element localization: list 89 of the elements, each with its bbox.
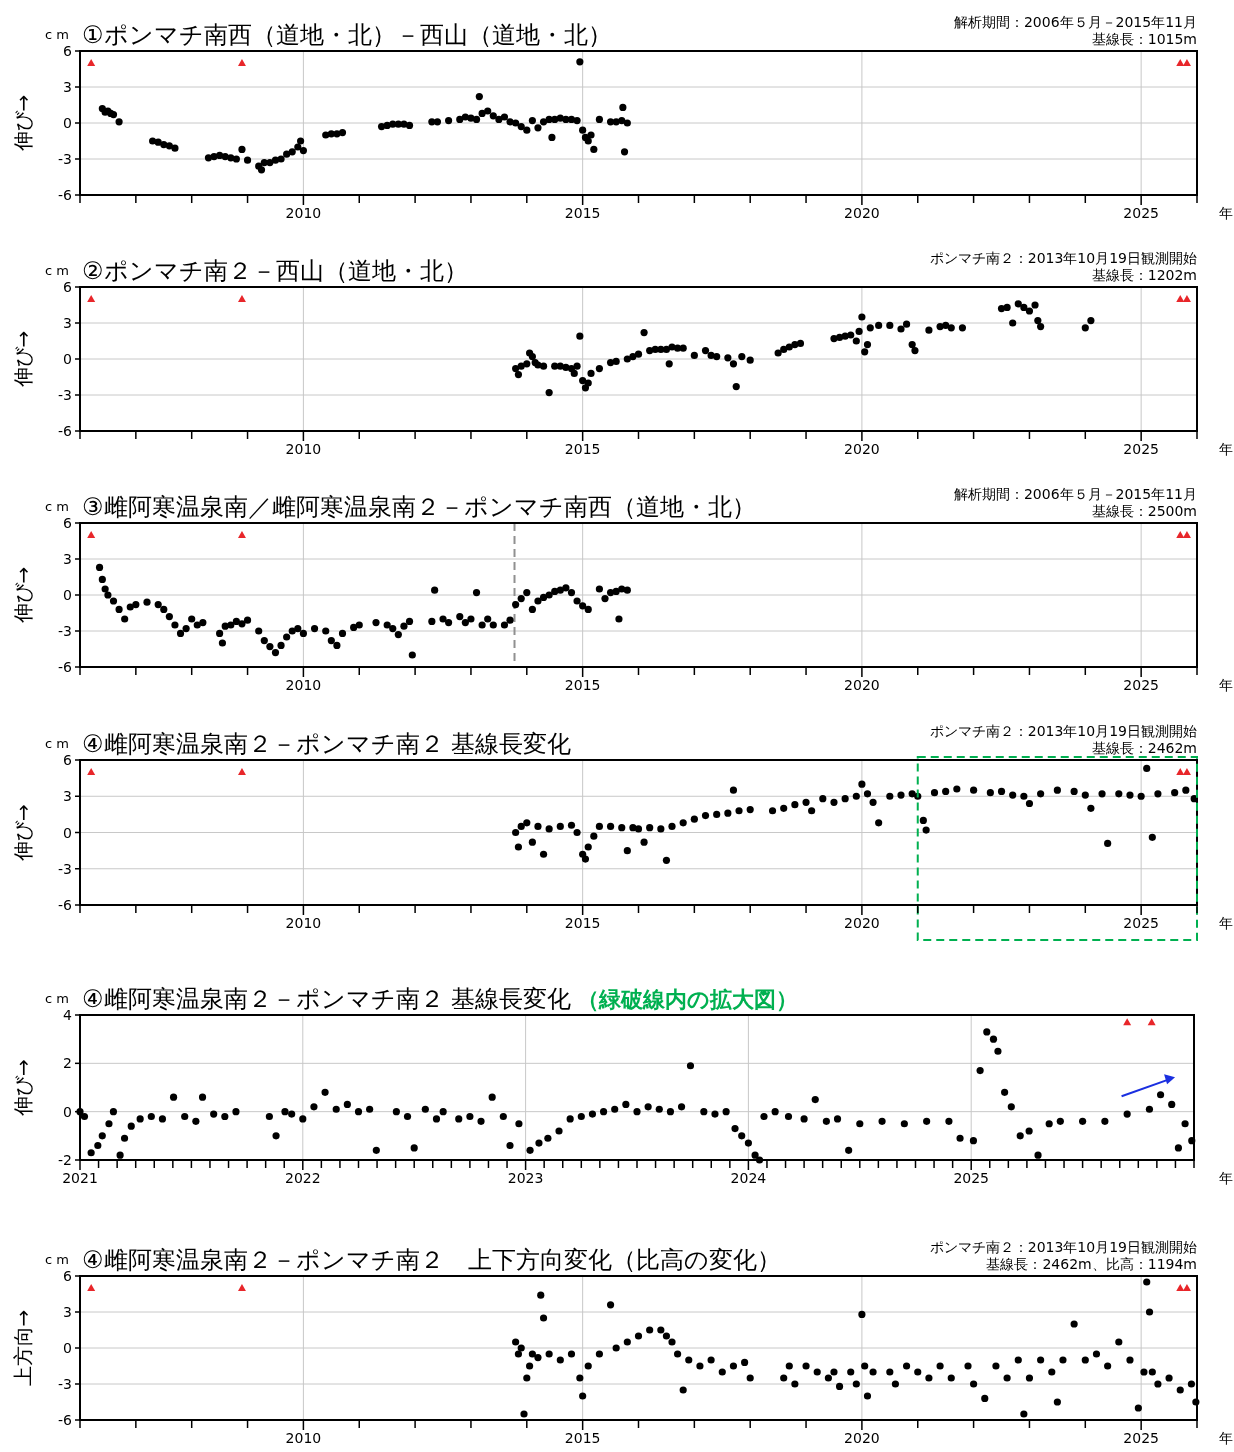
x-tick-label: 2020 bbox=[844, 677, 880, 693]
chart-subtitle: （緑破線内の拡大図） bbox=[577, 987, 799, 1012]
x-tick-label: 2015 bbox=[564, 205, 601, 221]
x-tick-label: 2010 bbox=[285, 915, 322, 931]
x-tick-label: 2023 bbox=[507, 1170, 544, 1186]
y-tick-label: -2 bbox=[58, 1152, 72, 1168]
y-tick-label: 2 bbox=[63, 1055, 72, 1072]
y-tick-label: 6 bbox=[63, 752, 73, 768]
y-tick-label: -6 bbox=[58, 659, 73, 675]
y-tick-label: 3 bbox=[63, 1304, 72, 1320]
x-tick-label: 2020 bbox=[844, 915, 880, 931]
chart-title: ④雌阿寒温泉南２－ポンマチ南２ 基線長変化 bbox=[82, 730, 572, 758]
x-axis-title: 年 bbox=[1219, 441, 1233, 457]
y-tick-label: 3 bbox=[63, 79, 72, 95]
x-tick-label: 2015 bbox=[564, 915, 601, 931]
chart-title: ②ポンマチ南２－西山（道地・北） bbox=[82, 257, 468, 285]
text: cm bbox=[45, 263, 73, 278]
y-tick-label: 6 bbox=[63, 279, 73, 295]
x-tick-label: 2025 bbox=[1123, 915, 1159, 931]
x-tick-label: 2021 bbox=[62, 1170, 98, 1186]
x-tick-label: 2010 bbox=[285, 205, 322, 221]
y-tick-label: 0 bbox=[63, 115, 72, 131]
x-tick-label: 2025 bbox=[1123, 441, 1159, 457]
y-tick-label: 0 bbox=[63, 1340, 72, 1356]
y-tick-label: 0 bbox=[63, 1103, 72, 1120]
x-tick-label: 2010 bbox=[285, 441, 322, 457]
x-tick-label: 2015 bbox=[564, 441, 601, 457]
x-tick-label: 2025 bbox=[1123, 205, 1159, 221]
text: 基線長：2462m、比高：1194m bbox=[986, 1256, 1197, 1272]
y-axis-title: 上方向→ bbox=[11, 1309, 35, 1387]
x-axis-title: 年 bbox=[1219, 1170, 1233, 1186]
y-tick-label: -3 bbox=[58, 151, 72, 167]
x-tick-label: 2010 bbox=[285, 677, 322, 693]
x-tick-label: 2020 bbox=[844, 205, 880, 221]
y-axis-title: 伸び→ bbox=[11, 330, 35, 389]
text: cm bbox=[45, 27, 73, 42]
chart-title: ④雌阿寒温泉南２－ポンマチ南２ 上下方向変化（比高の変化） bbox=[82, 1246, 781, 1274]
text: cm bbox=[45, 991, 73, 1006]
text: 基線長：1015m bbox=[1091, 31, 1197, 47]
x-tick-label: 2025 bbox=[1123, 1430, 1159, 1446]
x-tick-label: 2024 bbox=[730, 1170, 767, 1186]
chart-subtitle: ポンマチ南２：2013年10月19日観測開始 bbox=[929, 723, 1197, 739]
y-tick-label: 6 bbox=[63, 515, 73, 531]
chart-title: ③雌阿寒温泉南／雌阿寒温泉南２－ポンマチ南西（道地・北） bbox=[82, 493, 756, 521]
x-axis-title: 年 bbox=[1219, 677, 1233, 693]
y-tick-label: -3 bbox=[58, 387, 72, 403]
x-tick-label: 2022 bbox=[284, 1170, 321, 1186]
x-tick-label: 2015 bbox=[564, 1430, 601, 1446]
x-axis-title: 年 bbox=[1219, 1430, 1233, 1446]
x-tick-label: 2020 bbox=[844, 1430, 880, 1446]
chart-title: ④雌阿寒温泉南２－ポンマチ南２ 基線長変化 bbox=[82, 985, 572, 1013]
text: 基線長：2500m bbox=[1091, 503, 1197, 519]
x-tick-label: 2020 bbox=[844, 441, 880, 457]
y-tick-label: -6 bbox=[58, 1412, 73, 1428]
x-tick-label: 2010 bbox=[285, 1430, 322, 1446]
y-axis-title: 伸び→ bbox=[11, 94, 35, 153]
y-tick-label: -6 bbox=[58, 897, 73, 913]
y-tick-label: -3 bbox=[58, 1376, 72, 1392]
y-tick-label: 0 bbox=[63, 351, 72, 367]
chart-subtitle: 解析期間：2006年５月－2015年11月 bbox=[953, 486, 1197, 502]
y-tick-label: 3 bbox=[63, 788, 72, 805]
x-tick-label: 2025 bbox=[1123, 677, 1159, 693]
y-tick-label: 6 bbox=[63, 43, 73, 59]
text: cm bbox=[45, 499, 73, 514]
x-axis-title: 年 bbox=[1219, 915, 1233, 931]
text: 基線長：2462m bbox=[1091, 740, 1197, 756]
y-tick-label: 3 bbox=[63, 551, 72, 567]
y-axis-title: 伸び→ bbox=[11, 566, 35, 625]
x-axis-title: 年 bbox=[1219, 205, 1233, 221]
text: 基線長：1202m bbox=[1091, 267, 1197, 283]
chart-title: ①ポンマチ南西（道地・北）－西山（道地・北） bbox=[82, 21, 612, 49]
y-tick-label: 0 bbox=[63, 824, 72, 841]
y-tick-label: -6 bbox=[58, 187, 73, 203]
text: cm bbox=[45, 736, 73, 751]
y-tick-label: 3 bbox=[63, 315, 72, 331]
y-tick-label: 6 bbox=[63, 1268, 73, 1284]
y-axis-title: 伸び→ bbox=[11, 804, 35, 862]
y-tick-label: -3 bbox=[58, 623, 72, 639]
y-tick-label: -6 bbox=[58, 423, 73, 439]
chart-subtitle: ポンマチ南２：2013年10月19日観測開始 bbox=[929, 250, 1197, 266]
y-tick-label: -3 bbox=[58, 860, 72, 877]
chart-subtitle: 解析期間：2006年５月－2015年11月 bbox=[953, 14, 1197, 30]
chart-subtitle: ポンマチ南２：2013年10月19日観測開始 bbox=[929, 1239, 1197, 1255]
y-tick-label: 0 bbox=[63, 587, 72, 603]
y-axis-title: 伸び→ bbox=[11, 1059, 35, 1117]
y-tick-label: 4 bbox=[63, 1007, 73, 1023]
text: cm bbox=[45, 1252, 73, 1267]
x-tick-label: 2025 bbox=[953, 1170, 990, 1186]
x-tick-label: 2015 bbox=[564, 677, 601, 693]
